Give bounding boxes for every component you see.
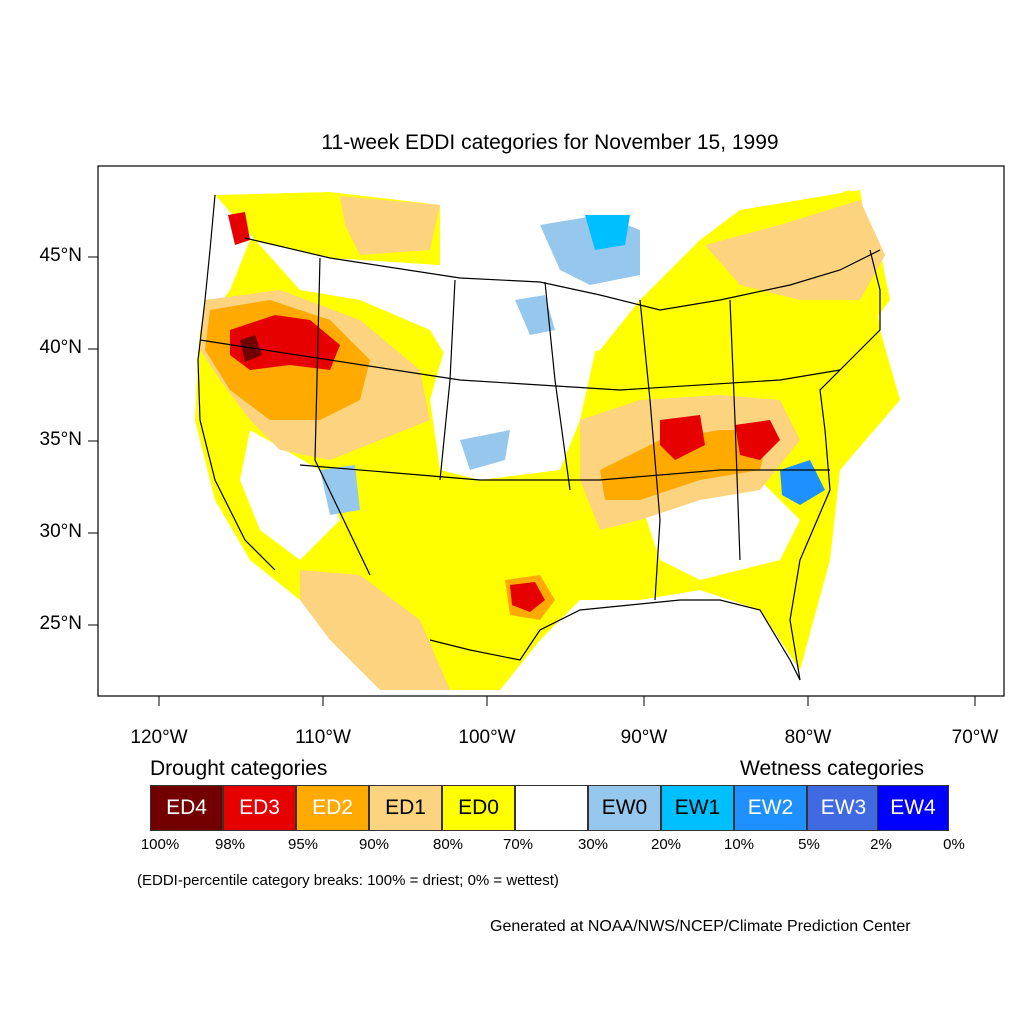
ed4-region-idaho [240, 335, 262, 362]
ew0-region-minnesota [515, 295, 555, 335]
pct-break: 100% [140, 836, 180, 853]
state-line-d [199, 339, 841, 391]
us-canada-border [244, 237, 881, 311]
ew0-region-plains [460, 430, 510, 470]
pct-break: 30% [577, 836, 609, 853]
ed2-region-midsouth [600, 430, 770, 500]
lon-label-100: 100°W [458, 727, 516, 748]
lat-label-30: 30°N [39, 521, 82, 542]
lon-label-110: 110°W [295, 727, 351, 748]
normal-region-southwest [240, 430, 340, 560]
legend-cell-ew3: EW3 [807, 785, 880, 831]
pct-break: 70% [502, 836, 534, 853]
map-title: 11-week EDDI categories for November 15,… [321, 131, 779, 154]
map-field [195, 190, 900, 690]
ed1-region-northwest [340, 196, 440, 255]
legend-cell-ed3: ED3 [223, 785, 296, 831]
pct-break: 10% [723, 836, 755, 853]
ew2-region-carolina [780, 460, 825, 505]
lon-label-80: 80°W [784, 727, 832, 748]
lat-label-35: 35°N [39, 429, 82, 450]
state-line-f [639, 299, 661, 601]
credit-line: Generated at NOAA/NWS/NCEP/Climate Predi… [490, 918, 911, 935]
legend-cell-normal [515, 785, 588, 831]
state-line-e [299, 464, 830, 481]
pct-break: 98% [214, 836, 246, 853]
ed3-region-washington [228, 212, 250, 245]
ed3-region-texas [510, 582, 545, 612]
legend-cell-ew1: EW1 [661, 785, 734, 831]
drought-heading: Drought categories [150, 757, 328, 780]
east-coast [789, 249, 881, 681]
lon-label-70: 70°W [951, 727, 999, 748]
boundary-lines [197, 194, 881, 681]
lat-label-25: 25°N [39, 613, 82, 634]
axis-ticks [88, 256, 976, 706]
gulf-coast [429, 599, 801, 681]
ed3-region-kentucky [660, 415, 705, 460]
legend-cell-ed2: ED2 [296, 785, 369, 831]
legend-cell-ew2: EW2 [734, 785, 807, 831]
pct-break: 5% [798, 836, 820, 853]
legend-cell-ew0: EW0 [588, 785, 661, 831]
lat-label-45: 45°N [39, 245, 82, 266]
lon-label-90: 90°W [620, 727, 668, 748]
pct-break: 2% [870, 836, 892, 853]
legend-cell-ew4: EW4 [877, 785, 949, 831]
state-line-g [729, 299, 741, 561]
category-note: (EDDI-percentile category breaks: 100% =… [137, 872, 559, 889]
pct-break: 20% [650, 836, 682, 853]
lon-label-120: 120°W [130, 727, 188, 748]
map-frame [97, 165, 1005, 697]
legend-cell-ed0: ED0 [442, 785, 515, 831]
pct-break: 80% [432, 836, 464, 853]
ew1-region-ontario [585, 215, 630, 250]
normal-region-plains [430, 265, 600, 480]
wetness-heading: Wetness categories [740, 757, 925, 780]
pct-break: 95% [287, 836, 319, 853]
pct-break: 0% [943, 836, 965, 853]
ed1-region-mexico [300, 570, 450, 690]
state-line-a [314, 257, 371, 576]
pct-break: 90% [358, 836, 390, 853]
west-coast [197, 194, 276, 571]
legend-cell-ed4: ED4 [150, 785, 223, 831]
ed1-region-northeast [705, 200, 885, 300]
state-line-b [439, 279, 456, 481]
ed3-region-virginia [735, 420, 780, 460]
ew0-region-new-mexico [320, 465, 360, 515]
legend-cell-ed1: ED1 [369, 785, 442, 831]
state-line-c [544, 281, 571, 491]
lat-label-40: 40°N [39, 337, 82, 358]
